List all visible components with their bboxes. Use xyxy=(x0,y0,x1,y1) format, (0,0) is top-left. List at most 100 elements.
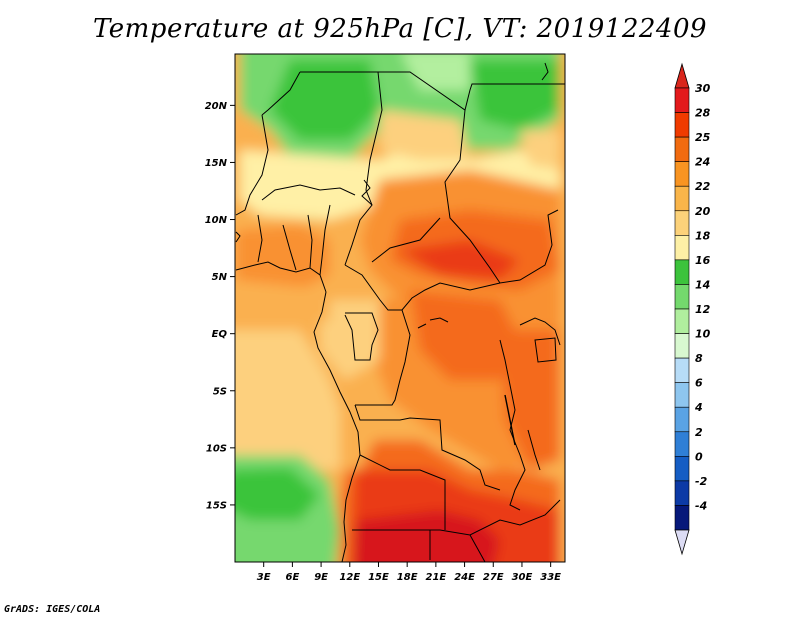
border-niger-chad xyxy=(344,71,383,266)
lon-tick-label: 12E xyxy=(339,572,360,583)
colorbar-label: -2 xyxy=(695,475,708,488)
lake-chad xyxy=(361,179,373,206)
coast-red-sea xyxy=(541,62,549,81)
map-frame xyxy=(234,53,566,563)
lon-tick-label: 27E xyxy=(483,572,504,583)
border-sudan-chad-car xyxy=(444,109,559,284)
border-benin-nigeria xyxy=(319,204,331,276)
border-guinea xyxy=(257,214,263,263)
field-region-22-gulf xyxy=(236,280,330,330)
lat-tick-label: EQ xyxy=(212,329,228,340)
chart-title: Temperature at 925hPa [C], VT: 201912240… xyxy=(92,14,708,44)
colorbar-swatch xyxy=(674,382,690,408)
border-togo-benin xyxy=(307,214,313,269)
colorbar-bottom-arrow xyxy=(674,529,690,556)
colorbar-label: 10 xyxy=(695,328,711,341)
field-region-20-atlantic xyxy=(235,330,350,477)
field-region-25-congo xyxy=(410,290,520,380)
colorbar-label: 28 xyxy=(695,107,711,120)
border-car-drc xyxy=(344,264,501,311)
colorbar-label: 22 xyxy=(695,180,711,193)
coastline-central-southern-africa xyxy=(313,291,361,563)
border-congo-drc xyxy=(355,309,411,406)
field-region-28-car xyxy=(400,240,520,280)
colorbar-label: 25 xyxy=(695,131,711,144)
colorbar-label: 14 xyxy=(695,278,710,291)
border-algeria-mali xyxy=(261,71,301,116)
border-coast-guinea xyxy=(235,231,241,243)
colorbar-swatch xyxy=(674,456,690,482)
lon-tick-label: 30E xyxy=(512,572,533,583)
lake-malawi xyxy=(527,429,541,471)
colorbar-label: 12 xyxy=(695,303,711,316)
colorbar-label: 30 xyxy=(695,82,711,95)
congo-river-marks xyxy=(417,317,449,329)
colorbar-swatch xyxy=(674,505,690,531)
field-region-30-south xyxy=(352,510,500,562)
lake-tanganyika xyxy=(504,394,516,446)
colorbar-swatch xyxy=(674,87,690,113)
colorbar-swatch xyxy=(674,235,690,261)
lon-tick-label: 21E xyxy=(425,572,446,583)
lat-tick-label: 15S xyxy=(206,500,227,511)
field-region-16-sahara-east xyxy=(470,60,560,130)
colorbar-top-arrow xyxy=(674,62,690,89)
lon-tick-label: 6E xyxy=(285,572,299,583)
colorbar-label: 0 xyxy=(695,450,703,463)
field-region-16-sahara-west xyxy=(270,60,380,140)
field-region-16-south-atlantic xyxy=(235,468,320,520)
lon-tick-label: 33E xyxy=(540,572,561,583)
lon-tick-label: 3E xyxy=(257,572,271,583)
temperature-field xyxy=(235,54,565,562)
lon-tick-label: 15E xyxy=(368,572,389,583)
colorbar-swatch xyxy=(674,185,690,212)
lon-tick-label: 18E xyxy=(397,572,418,583)
border-burkina-niger xyxy=(261,184,356,201)
colorbar-swatch xyxy=(674,161,690,187)
border-southern xyxy=(429,530,486,563)
colorbar-label: 2 xyxy=(695,426,703,439)
colorbar-swatch xyxy=(674,308,690,334)
grads-credit: GrADS: IGES/COLA xyxy=(4,604,101,615)
colorbar-label: 6 xyxy=(695,377,703,390)
colorbar-swatch xyxy=(674,480,690,506)
coastline-west-africa xyxy=(235,261,327,293)
lat-tick-label: 15N xyxy=(205,158,228,169)
colorbar-swatch xyxy=(674,406,690,433)
field-region-24-west-coast xyxy=(236,225,330,290)
colorbar-label: 24 xyxy=(695,156,710,169)
colorbar-label: 20 xyxy=(695,205,711,218)
lon-tick-label: 9E xyxy=(314,572,328,583)
field-region-12-sahara xyxy=(402,54,470,90)
lat-tick-label: 5N xyxy=(212,272,228,283)
border-namibia-botswana xyxy=(352,499,561,536)
colorbar-swatch xyxy=(674,112,690,138)
colorbar-swatch xyxy=(674,333,690,359)
colorbar-label: 4 xyxy=(694,401,703,414)
colorbar-label: 16 xyxy=(695,254,711,267)
colorbar-swatch xyxy=(674,210,690,236)
colorbar-swatch xyxy=(674,259,690,285)
lake-victoria xyxy=(534,337,557,363)
field-region-25-east xyxy=(500,330,560,470)
border-ghana xyxy=(282,224,297,271)
border-angola-drc xyxy=(354,404,501,491)
border-sahara-north xyxy=(300,71,565,111)
colorbar-label: -4 xyxy=(695,499,707,512)
field-region-22-angola-coast xyxy=(340,400,375,470)
lat-tick-label: 20N xyxy=(205,101,228,112)
border-uganda-kenya xyxy=(519,317,561,346)
political-boundaries xyxy=(235,62,565,563)
field-region-20-chad xyxy=(380,110,470,160)
lon-tick-label: 24E xyxy=(454,572,475,583)
lat-tick-label: 10S xyxy=(206,443,227,454)
border-cameroon-car xyxy=(371,217,441,263)
border-angola-zambia xyxy=(359,454,446,530)
border-gabon xyxy=(344,312,379,361)
lat-tick-label: 5S xyxy=(213,386,227,397)
colorbar-swatch xyxy=(674,136,690,162)
colorbar-swatch xyxy=(674,357,690,383)
